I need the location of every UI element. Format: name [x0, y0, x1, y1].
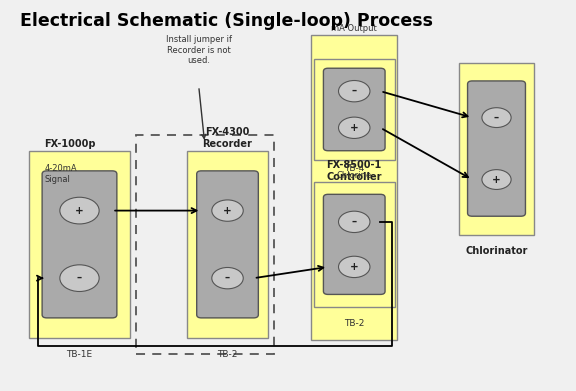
Text: Chlorinator: Chlorinator [465, 246, 528, 256]
Text: –: – [352, 217, 357, 227]
Text: Chlorine: Chlorine [336, 171, 372, 180]
Bar [311, 35, 397, 340]
Text: TB-1E: TB-1E [66, 350, 93, 359]
Bar [314, 182, 395, 307]
Text: mA Output: mA Output [331, 24, 377, 33]
FancyBboxPatch shape [42, 171, 117, 318]
Bar [187, 151, 268, 338]
Bar [459, 63, 534, 235]
Circle shape [339, 256, 370, 278]
Circle shape [212, 200, 243, 221]
FancyBboxPatch shape [323, 68, 385, 151]
Circle shape [60, 197, 99, 224]
Text: Install jumper if
Recorder is not
used.: Install jumper if Recorder is not used. [166, 35, 232, 65]
FancyBboxPatch shape [323, 194, 385, 294]
Text: +: + [492, 174, 501, 185]
Circle shape [482, 108, 511, 127]
Text: +: + [350, 262, 359, 272]
Circle shape [60, 265, 99, 292]
FancyBboxPatch shape [468, 81, 525, 216]
Text: –: – [77, 273, 82, 283]
Text: –: – [225, 273, 230, 283]
Text: FX-8500-1
Controller: FX-8500-1 Controller [327, 160, 382, 182]
Text: TB-2: TB-2 [344, 319, 365, 328]
Text: TB-2: TB-2 [217, 350, 238, 359]
Text: TB-4: TB-4 [344, 164, 365, 173]
Text: –: – [494, 113, 499, 123]
Bar [29, 151, 130, 338]
Circle shape [212, 267, 243, 289]
Circle shape [339, 81, 370, 102]
Circle shape [339, 117, 370, 138]
FancyBboxPatch shape [196, 171, 258, 318]
Text: Electrical Schematic (Single-loop) Process: Electrical Schematic (Single-loop) Proce… [20, 12, 433, 30]
Circle shape [339, 211, 370, 233]
Text: +: + [350, 123, 359, 133]
Bar [314, 59, 395, 160]
Circle shape [482, 170, 511, 190]
Text: 4-20mA
Signal: 4-20mA Signal [44, 164, 77, 184]
Text: –: – [352, 86, 357, 96]
Text: +: + [75, 206, 84, 215]
Text: FX-4300
Recorder: FX-4300 Recorder [203, 127, 252, 149]
Text: FX-1000p: FX-1000p [44, 138, 96, 149]
Text: +: + [223, 206, 232, 215]
